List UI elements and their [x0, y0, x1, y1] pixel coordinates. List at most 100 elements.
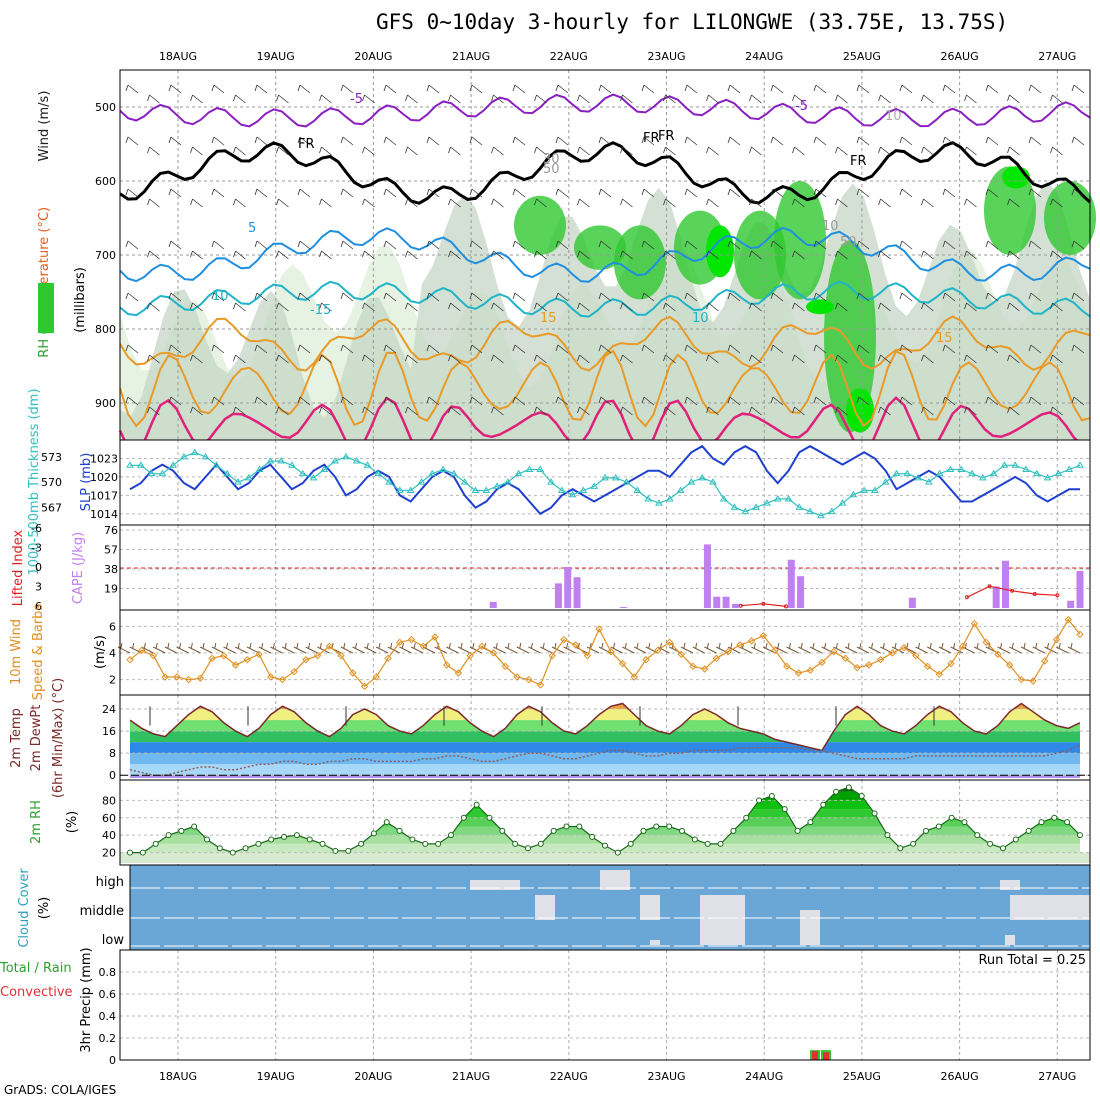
series-temp-line [129, 702, 1081, 752]
wind-barb-10m [751, 642, 764, 654]
rh-bright-cell [706, 225, 734, 278]
rh-point [537, 840, 544, 847]
wind-barb [448, 94, 461, 104]
wind-barb [727, 240, 741, 250]
rh-point [794, 827, 801, 834]
wind-speed-point [278, 675, 287, 684]
thickness-point [881, 478, 890, 485]
temp-band [130, 731, 1080, 743]
wind-barb [426, 292, 440, 302]
wind-barb [426, 188, 440, 198]
thickness-point [903, 469, 912, 477]
wind-barb-10m [258, 642, 271, 654]
wind-barb [233, 354, 246, 364]
wind-barb [362, 198, 375, 208]
wind-speed-point [536, 681, 545, 689]
wind-barb-10m [246, 642, 260, 654]
contour-label: 10 [822, 219, 839, 234]
ylabel-wind: 10m Wind [9, 619, 24, 685]
rh-point [871, 810, 878, 817]
wind-barb-10m [539, 642, 553, 654]
thickness-point [784, 494, 793, 502]
wind-barb [254, 396, 268, 406]
rh-point [935, 823, 942, 830]
wind-barb [254, 188, 268, 198]
chart-title: GFS 0~10day 3-hourly for LILONGWE (33.75… [376, 10, 1009, 34]
wind-barb-10m [844, 642, 858, 654]
wind-speed-point [1041, 657, 1049, 665]
wind-barb [770, 240, 784, 250]
wind-barb [964, 250, 977, 260]
contour-label: 10 [885, 109, 902, 124]
wind-barb [233, 250, 246, 260]
xtick-day-top: 18AUG [159, 50, 197, 63]
xtick-day-bottom: 26AUG [941, 1070, 979, 1083]
wind-barb [684, 84, 698, 94]
wind-barb-10m [364, 642, 377, 654]
wind-barb [383, 188, 397, 198]
thickness-point [298, 469, 307, 477]
wind-barb [1050, 146, 1063, 156]
rh-point [1038, 819, 1045, 826]
cloud-block [600, 870, 630, 890]
wind-barb [942, 344, 956, 354]
rh-point [550, 827, 557, 834]
wind-speed-point [888, 649, 897, 657]
wind-barb [297, 396, 311, 406]
wind-barb [1050, 198, 1063, 208]
ytick-precip: 0.8 [99, 966, 117, 979]
wind-barb-10m [352, 642, 365, 654]
wind-speed-point [665, 638, 674, 647]
wind-barb [405, 250, 418, 260]
rh-point [370, 830, 377, 837]
ytick-rh: 80 [102, 794, 116, 807]
wind-barb [1028, 84, 1042, 94]
rh-point [704, 840, 711, 847]
wind-barb [985, 344, 999, 354]
wind-barb [147, 146, 160, 156]
wind-speed-point [208, 654, 216, 663]
wind-barb [577, 94, 590, 104]
rh-green-cell [574, 225, 626, 270]
wind-barb [426, 344, 440, 354]
wind-barb [964, 354, 977, 364]
thickness-point [989, 469, 998, 477]
thickness-point [655, 499, 663, 506]
wind-barb [190, 354, 203, 364]
wind-barb [297, 344, 311, 354]
wind-barb [340, 84, 354, 94]
wind-barb [792, 354, 805, 364]
wind-barb [125, 188, 139, 198]
ytick-rh: 60 [102, 812, 116, 825]
series-dewpt-line [129, 744, 1081, 776]
rh-point [679, 827, 686, 834]
wind-barb [663, 94, 676, 104]
run-total-label: Run Total = 0.25 [978, 953, 1086, 968]
wind-speed-point [595, 625, 603, 633]
wind-barb [534, 406, 547, 416]
wind-barb-10m [152, 642, 166, 654]
wind-barb [405, 94, 418, 104]
wind-barb [362, 354, 375, 364]
cloud-block [1000, 880, 1020, 890]
wind-barb [598, 344, 612, 354]
wind-barb-10m [176, 642, 189, 654]
wind-barb [168, 136, 182, 146]
thickness-point [244, 473, 253, 481]
cloud-block [470, 880, 520, 890]
ytick-cloud: low [102, 933, 125, 948]
thickness-point [331, 457, 339, 464]
wind-barb [727, 136, 741, 146]
thickness-point [752, 503, 761, 510]
cape-bar [797, 576, 805, 608]
ytick-wind: 2 [109, 674, 116, 687]
thickness-point [676, 486, 685, 494]
wind-barb [856, 240, 870, 250]
rh-green-cell [1044, 181, 1096, 255]
rh-point [139, 849, 146, 856]
rh-point [602, 842, 608, 849]
wind-barb [491, 250, 504, 260]
temp2m-panel: 0 8 16 24 2m Temp 2m DewPt (6hr Min/Max) (°C) [9, 678, 1091, 798]
wind-barb [233, 146, 246, 156]
wind-barb [469, 240, 483, 250]
